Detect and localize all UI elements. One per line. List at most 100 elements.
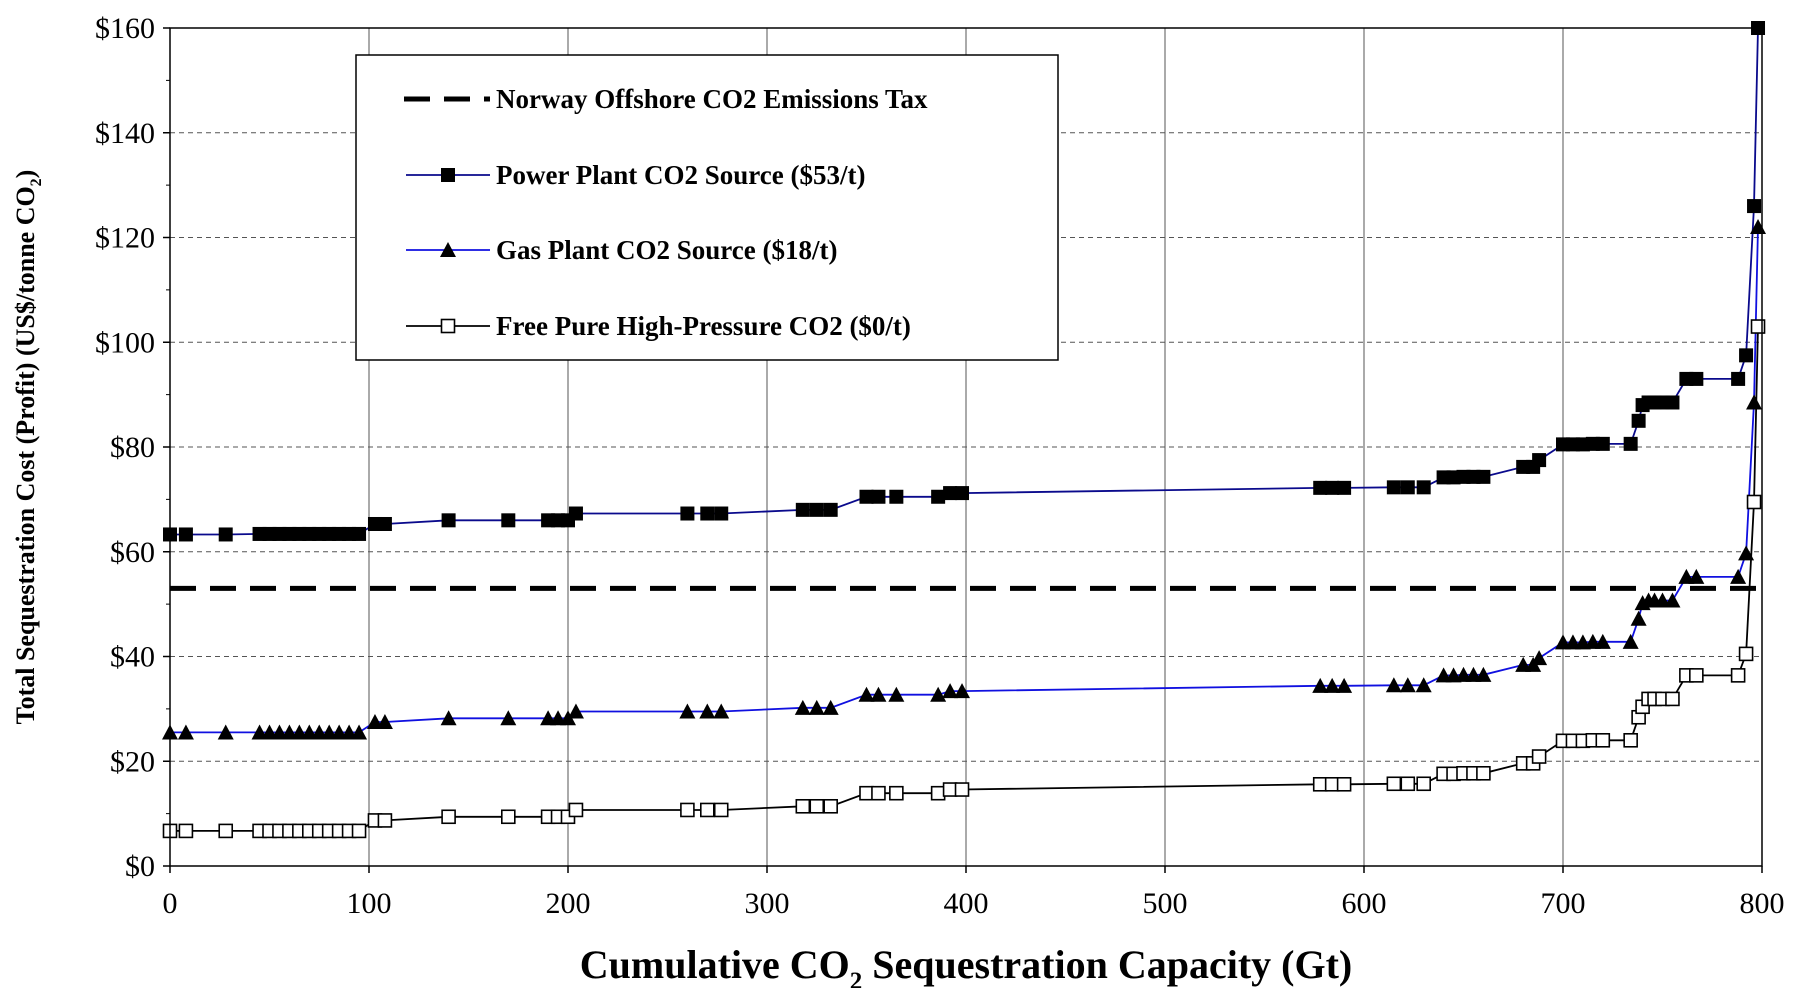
data-point bbox=[218, 823, 234, 839]
legend-entry: Power Plant CO2 Source ($53/t) bbox=[406, 160, 865, 190]
free-co2-series bbox=[162, 319, 1766, 839]
data-point bbox=[1415, 677, 1432, 693]
y-tick-label: $60 bbox=[110, 536, 155, 569]
data-point bbox=[1475, 666, 1492, 682]
data-point bbox=[1664, 592, 1681, 608]
data-point bbox=[351, 823, 367, 839]
data-point bbox=[501, 513, 516, 528]
data-point bbox=[870, 686, 887, 702]
data-point bbox=[808, 699, 825, 715]
data-point bbox=[560, 710, 576, 726]
x-axis-title-prefix: Cumulative CO bbox=[580, 942, 850, 987]
data-point bbox=[1730, 668, 1746, 683]
legend-label: Norway Offshore CO2 Emissions Tax bbox=[496, 84, 928, 114]
data-point bbox=[942, 782, 958, 797]
data-point bbox=[178, 527, 193, 542]
y-tick-label: $80 bbox=[110, 431, 155, 464]
data-point bbox=[1400, 776, 1416, 792]
data-point bbox=[1399, 677, 1416, 693]
data-point bbox=[1336, 776, 1352, 792]
data-point bbox=[1531, 650, 1548, 666]
x-tick-label: 200 bbox=[546, 887, 591, 920]
data-point bbox=[1739, 348, 1754, 363]
data-point bbox=[1746, 494, 1762, 510]
data-point bbox=[500, 710, 517, 726]
data-point bbox=[680, 802, 695, 818]
x-tick-label: 300 bbox=[745, 887, 790, 920]
data-point bbox=[714, 506, 729, 521]
legend-entry: Free Pure High-Pressure CO2 ($0/t) bbox=[406, 311, 911, 341]
y-axis-title-prefix: Total Sequestration Cost (Profit) (US$/t… bbox=[11, 186, 40, 724]
data-point bbox=[1731, 371, 1746, 386]
data-point bbox=[1665, 691, 1680, 707]
data-point bbox=[1400, 480, 1415, 495]
x-tick-label: 500 bbox=[1143, 887, 1188, 920]
data-point bbox=[888, 686, 905, 702]
data-point bbox=[1336, 677, 1353, 693]
data-point bbox=[1623, 732, 1638, 748]
y-axis-title-suffix: ) bbox=[11, 170, 40, 179]
y-tick-label: $120 bbox=[95, 222, 155, 255]
data-point bbox=[931, 489, 946, 504]
data-point bbox=[794, 699, 811, 715]
data-point bbox=[1688, 568, 1705, 584]
data-point bbox=[568, 802, 584, 818]
data-point bbox=[351, 724, 368, 740]
data-point bbox=[942, 683, 959, 699]
data-point bbox=[809, 502, 824, 517]
data-point bbox=[871, 785, 886, 801]
data-point bbox=[1531, 749, 1547, 764]
legend-label: Gas Plant CO2 Source ($18/t) bbox=[496, 235, 837, 265]
data-point bbox=[1738, 545, 1755, 561]
data-point bbox=[178, 823, 194, 839]
data-point bbox=[441, 513, 456, 528]
gas-plant-series bbox=[162, 219, 1767, 740]
data-point bbox=[440, 710, 457, 726]
data-point bbox=[1476, 469, 1491, 484]
data-point bbox=[1337, 480, 1352, 495]
data-point bbox=[699, 703, 716, 719]
ticks: 0 100 200 300 400 500 600 700 800 $0 $20 $40 $60 $80 $… bbox=[95, 12, 1785, 920]
x-tick-label: 700 bbox=[1541, 887, 1586, 920]
data-point bbox=[943, 486, 958, 501]
legend: Norway Offshore CO2 Emissions Tax Power P… bbox=[355, 54, 1059, 361]
data-point bbox=[1746, 394, 1763, 410]
data-point bbox=[1623, 436, 1638, 451]
data-point bbox=[567, 703, 584, 719]
legend-label: Free Pure High-Pressure CO2 ($0/t) bbox=[496, 311, 911, 341]
data-point bbox=[440, 318, 456, 334]
data-point bbox=[795, 502, 810, 517]
legend-entry: Norway Offshore CO2 Emissions Tax bbox=[404, 84, 928, 114]
data-point bbox=[1689, 371, 1704, 386]
data-point bbox=[1738, 646, 1754, 662]
data-point bbox=[889, 489, 904, 504]
data-point bbox=[1325, 480, 1340, 495]
data-point bbox=[680, 506, 695, 521]
data-point bbox=[500, 809, 516, 825]
data-point bbox=[1313, 480, 1328, 495]
y-axis-title: Total Sequestration Cost (Profit) (US$/t… bbox=[11, 170, 45, 725]
data-point bbox=[823, 798, 838, 814]
series-layer bbox=[162, 21, 1767, 839]
x-tick-label: 100 bbox=[347, 887, 392, 920]
data-point bbox=[700, 506, 715, 521]
data-point bbox=[568, 506, 583, 521]
x-tick-label: 0 bbox=[163, 887, 178, 920]
y-tick-label: $40 bbox=[110, 641, 155, 674]
data-point bbox=[954, 782, 970, 797]
data-point bbox=[352, 526, 367, 541]
data-point bbox=[1324, 776, 1340, 792]
y-axis-title-subscript: 2 bbox=[28, 178, 45, 186]
data-point bbox=[376, 713, 393, 729]
data-point bbox=[713, 802, 729, 818]
data-point bbox=[218, 527, 233, 542]
data-point bbox=[823, 502, 838, 517]
data-point bbox=[859, 489, 874, 504]
y-tick-label: $160 bbox=[95, 12, 155, 45]
x-axis-title: Cumulative CO2 Sequestration Capacity (G… bbox=[580, 942, 1352, 988]
data-point bbox=[441, 168, 455, 182]
power-plant-series bbox=[163, 21, 1766, 542]
data-point bbox=[1386, 776, 1402, 792]
data-point bbox=[1594, 633, 1611, 649]
data-point bbox=[1312, 776, 1328, 792]
